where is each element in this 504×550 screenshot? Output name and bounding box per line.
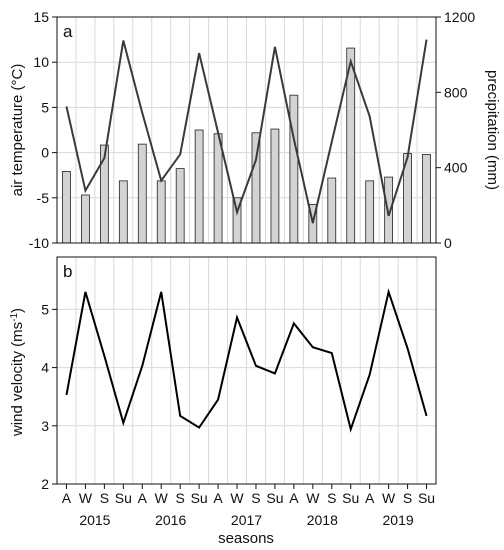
precipitation-bar [62,171,71,244]
y-tick-label-right: 400 [444,160,468,176]
y-tick-label-left: 10 [33,54,49,70]
precipitation-bar [81,194,90,244]
x-tick-label-season: A [138,490,148,506]
x-tick-label-season: S [403,490,412,506]
precipitation-bar [137,143,147,244]
precipitation-bar [175,168,185,244]
x-tick-label-season: W [382,490,396,506]
precipitation-bar [194,129,204,244]
y-axis-title-precipitation: precipitation (mm) [484,70,501,190]
precipitation-bar [251,132,261,244]
panel-a-temperature-precipitation: -10 -5 0 5 10 15 0 400 800 1200 a [29,9,476,251]
y-tick-label-left: 0 [41,145,49,161]
y-axis-title-air-temperature: air temperature (°C) [9,64,26,197]
precipitation-bar [156,180,166,244]
x-tick-label-season: W [155,490,169,506]
x-axis-title-seasons: seasons [218,530,274,547]
x-tick-label-season: Su [266,490,283,506]
x-tick-label-season: Su [115,490,132,506]
x-year-label: 2016 [155,512,186,528]
x-tick-label-season: A [213,490,223,506]
x-tick-label-season: A [289,490,299,506]
x-tick-label-season: W [306,490,320,506]
precipitation-bar [289,94,299,244]
precipitation-bar [422,154,431,244]
x-tick-label-season: S [251,490,260,506]
wind-velocity-line [65,288,428,433]
panel-label-a: a [63,22,73,41]
plot-frame [56,16,437,244]
x-tick-label-season: Su [342,490,359,506]
x-tick-label-season: Su [418,490,435,506]
y-tick-label-right: 800 [444,84,468,100]
y-tick-label: 4 [41,360,49,376]
y-tick-label-left: 5 [41,99,49,115]
y-tick-label: 2 [41,476,49,492]
precipitation-bar [327,177,337,244]
x-tick-label-season: A [365,490,375,506]
x-tick-label-season: Su [191,490,208,506]
x-tick-label-season: S [327,490,336,506]
x-tick-label-season: S [100,490,109,506]
temperature-line [65,39,428,224]
y-tick-label: 3 [41,418,49,434]
y-tick-label-right: 1200 [444,9,475,25]
precipitation-bar [213,133,223,244]
precipitation-bar [270,128,280,244]
y-tick-label: 5 [41,301,49,317]
x-year-label: 2018 [307,512,338,528]
x-tick-label-season: W [79,490,93,506]
precipitation-bar [118,180,128,244]
y-tick-label-left: -5 [37,190,50,206]
y-tick-label-right: 0 [444,235,452,251]
y-tick-label-left: -10 [29,235,49,251]
precipitation-bar [365,180,375,244]
x-year-label: 2015 [79,512,110,528]
panel-label-b: b [63,262,72,281]
x-tick-label-season: A [62,490,72,506]
y-axis-title-wind-velocity: wind velocity (ms-1) [9,308,27,437]
plot-frame [56,256,437,485]
y-tick-label-left: 15 [33,9,49,25]
x-year-label: 2017 [231,512,262,528]
x-tick-label-season: S [176,490,185,506]
x-tick-label-season: W [230,490,244,506]
x-year-label: 2019 [383,512,414,528]
